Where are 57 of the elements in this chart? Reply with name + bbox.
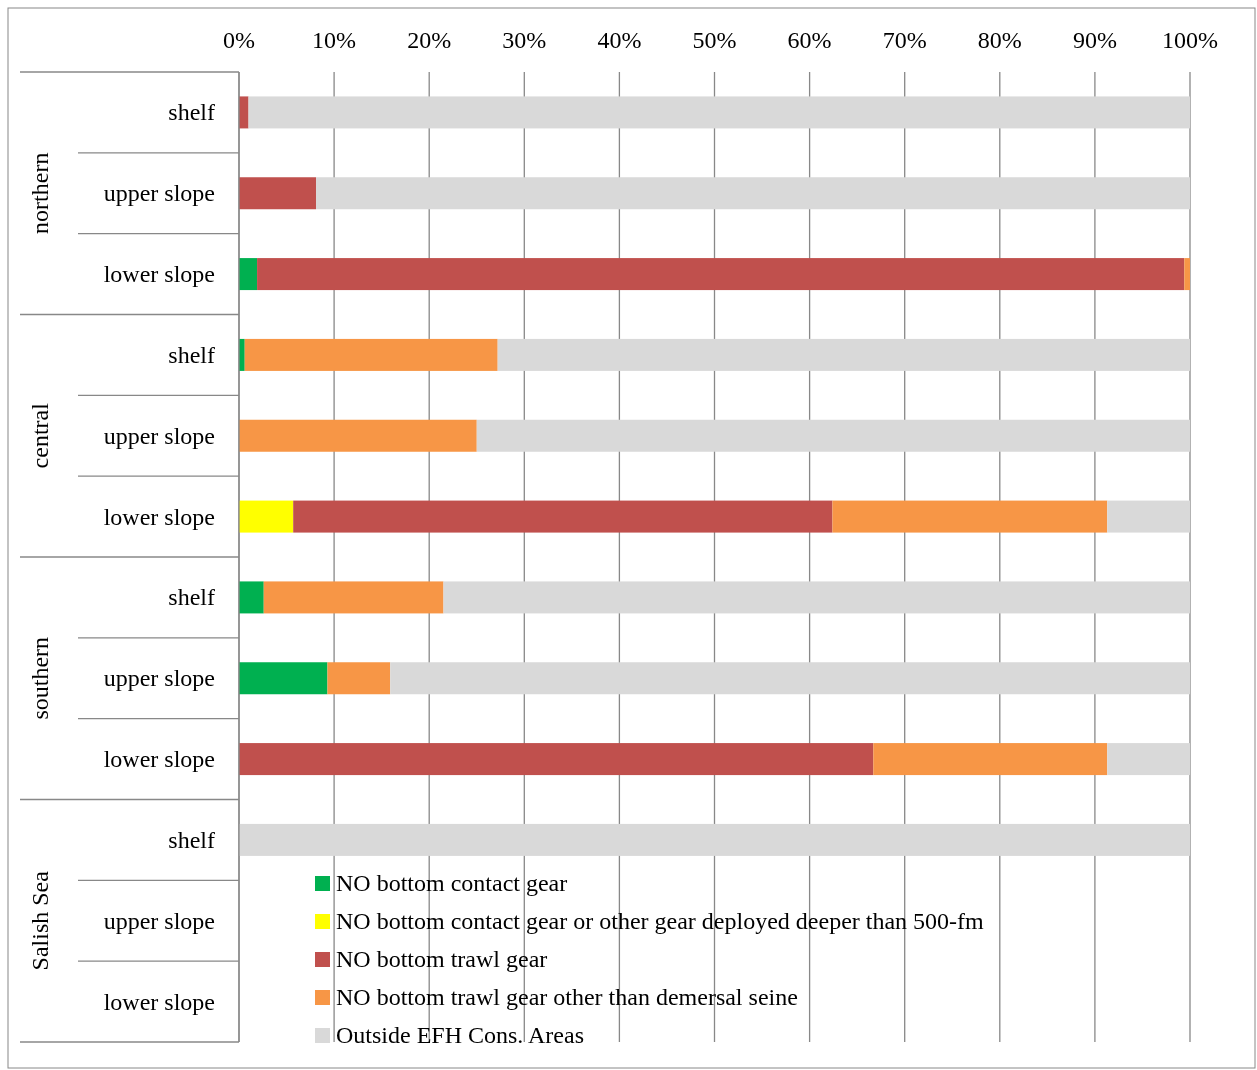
x-tick-label: 0%	[223, 27, 255, 53]
bar	[1107, 500, 1190, 533]
bar	[239, 823, 1190, 856]
legend-label: NO bottom contact gear	[336, 870, 568, 896]
x-tick-label: 50%	[692, 27, 737, 53]
bar	[244, 338, 498, 371]
legend-label: NO bottom contact gear or other gear deployed deeper than 500-fm	[336, 908, 985, 934]
bar	[257, 258, 1185, 291]
text: Salish Sea	[27, 870, 53, 971]
y-tick-label: lower slope	[103, 746, 215, 773]
text: northern	[27, 152, 53, 234]
bar	[263, 581, 444, 614]
legend-label: NO bottom trawl gear other than demersal seine	[336, 984, 798, 1010]
bar	[1184, 258, 1190, 291]
x-tick-label: 70%	[882, 27, 927, 53]
bar	[248, 96, 1190, 129]
x-tick-label: 90%	[1072, 27, 1117, 53]
bar	[316, 177, 1190, 210]
bar	[293, 500, 833, 533]
bar	[497, 338, 1190, 371]
y-tick-label: lower slope	[103, 261, 215, 288]
bar	[239, 96, 249, 129]
y-tick-label: shelf	[168, 341, 215, 368]
bar	[390, 662, 1190, 695]
y-tick-label: shelf	[168, 99, 215, 126]
y-tick-label: upper slope	[103, 422, 215, 449]
bar	[832, 500, 1108, 533]
text: central	[27, 402, 53, 469]
bar	[239, 177, 317, 210]
y-tick-label: lower slope	[103, 503, 215, 530]
x-tick-label: 30%	[502, 27, 547, 53]
x-tick-label: 80%	[977, 27, 1022, 53]
legend-label: NO bottom trawl gear	[336, 946, 548, 972]
bar	[873, 743, 1108, 776]
bar	[239, 500, 294, 533]
y-tick-label: upper slope	[103, 665, 215, 692]
bar	[1107, 743, 1190, 776]
x-tick-label: 100%	[1162, 27, 1218, 53]
x-tick-label: 40%	[597, 27, 642, 53]
bar	[239, 258, 258, 291]
x-tick-label: 60%	[787, 27, 832, 53]
y-tick-label: shelf	[168, 584, 215, 611]
bar	[239, 581, 264, 614]
bar	[239, 662, 328, 695]
x-tick-label: 10%	[312, 27, 357, 53]
bar	[239, 743, 874, 776]
x-tick-label: 20%	[407, 27, 452, 53]
bar	[476, 419, 1190, 452]
bar	[327, 662, 391, 695]
y-tick-label: lower slope	[103, 988, 215, 1015]
bar	[239, 419, 477, 452]
y-tick-label: shelf	[168, 826, 215, 853]
y-tick-label: upper slope	[103, 907, 215, 934]
y-tick-label: upper slope	[103, 180, 215, 207]
bar	[443, 581, 1190, 614]
text: southern	[27, 636, 53, 720]
legend-label: Outside EFH Cons. Areas	[336, 1022, 584, 1048]
